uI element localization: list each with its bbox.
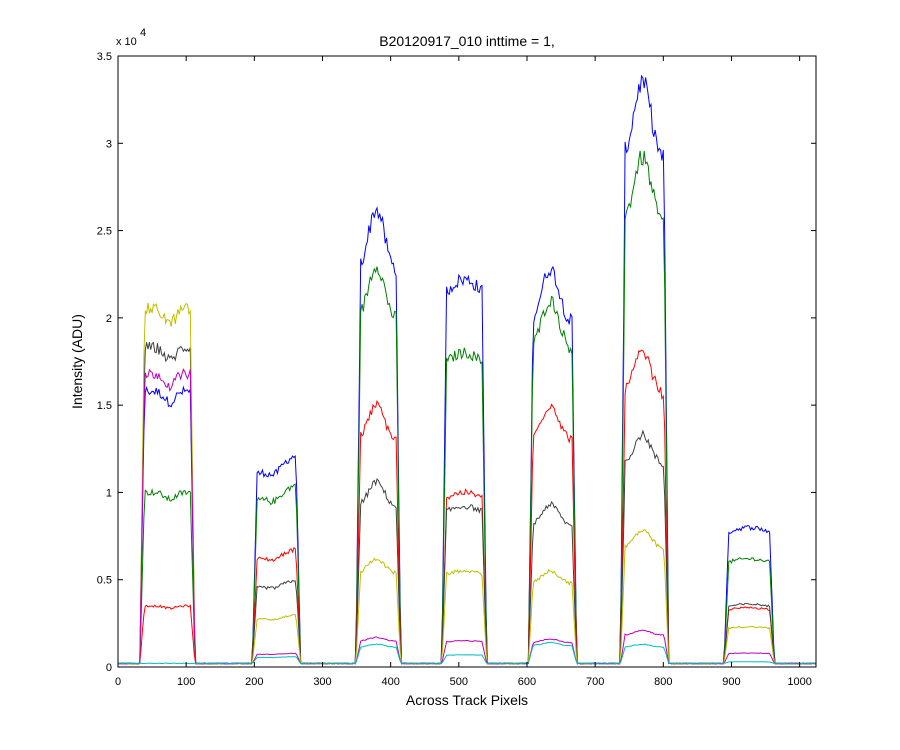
x-tick-label: 300 [313,676,331,688]
y-tick-label: 1.5 [97,400,112,412]
series-layer [117,74,817,665]
y-tick-label: 3.5 [97,51,112,63]
y-tick-label: 2 [106,313,112,325]
x-tick-label: 1000 [787,676,811,688]
y-axis-label: Intensity (ADU) [69,314,85,409]
chart-title: B20120917_010 inttime = 1, [379,33,555,49]
x-tick-label: 200 [245,676,263,688]
y-tick-label: 0 [106,662,112,674]
y-tick-label: 2.5 [97,226,112,238]
series-line-7 [117,641,817,665]
axes-frame [117,55,817,668]
x-tick-label: 100 [177,676,195,688]
x-tick-label: 400 [381,676,399,688]
x-tick-label: 700 [586,676,604,688]
y-axis-multiplier: x 10 [116,36,137,48]
y-axis-multiplier-exponent: 4 [140,27,146,39]
x-tick-label: 900 [722,676,740,688]
y-tick-label: 3 [106,138,112,150]
ticks-layer: 0 100 200 300 400 500 600 700 800 900 1000 0 0.5 1 1.5… [97,51,816,688]
x-tick-label: 600 [518,676,536,688]
x-tick-label: 800 [654,676,672,688]
x-tick-label: 0 [115,676,121,688]
x-tick-label: 500 [450,676,468,688]
x-axis-label: Across Track Pixels [406,692,528,708]
y-tick-label: 1 [106,487,112,499]
y-tick-label: 0.5 [97,575,112,587]
